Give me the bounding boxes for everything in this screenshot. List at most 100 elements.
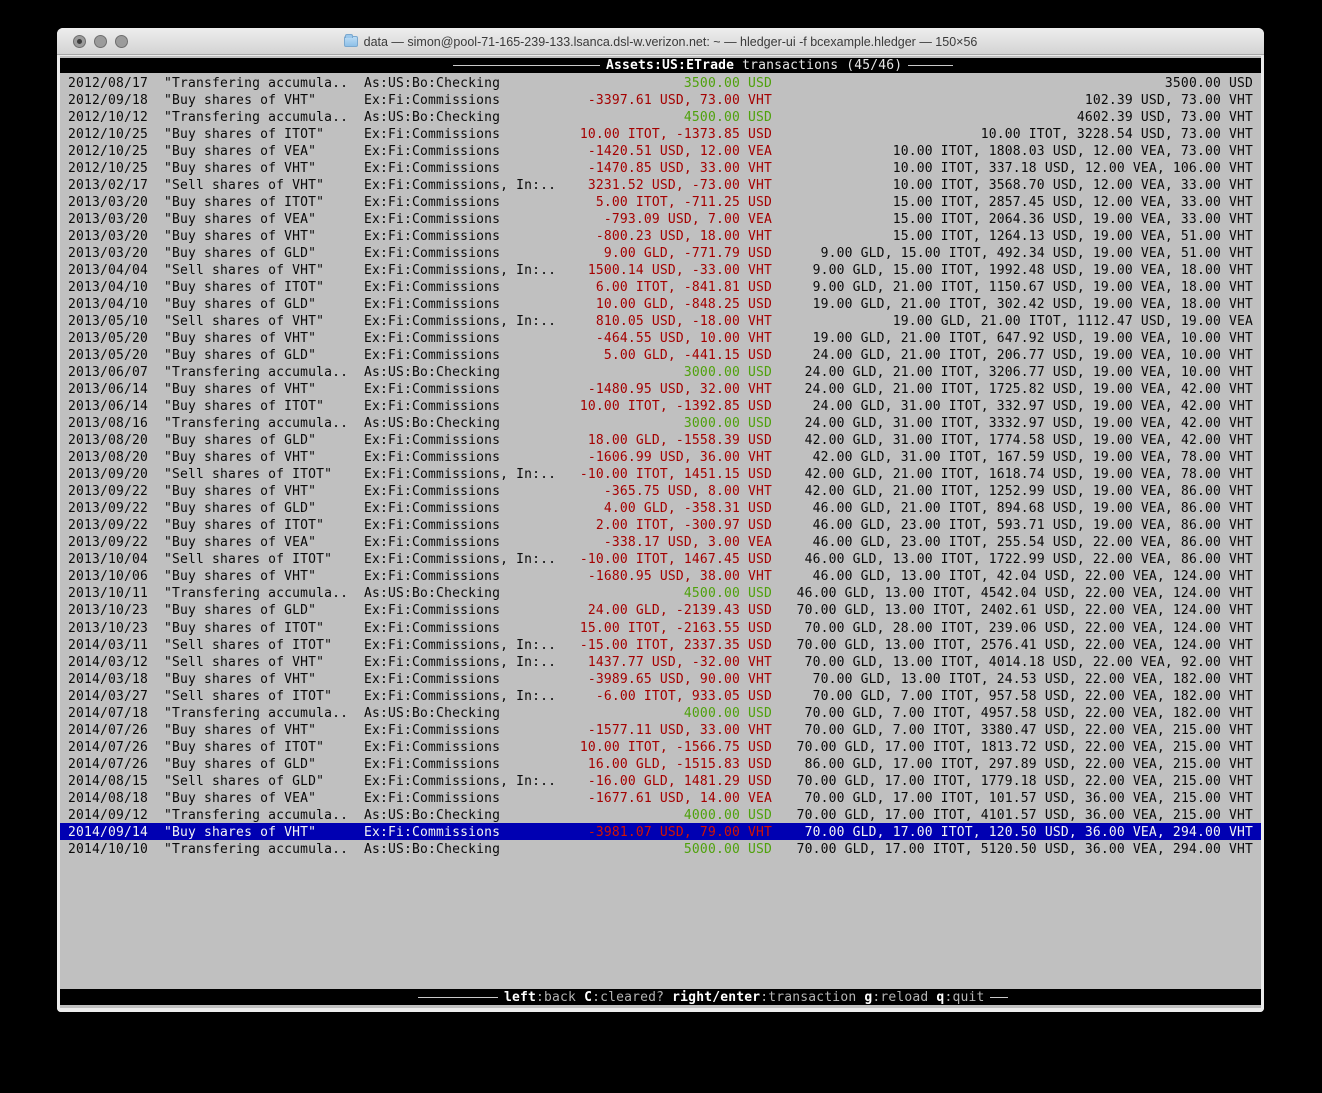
- transaction-row[interactable]: 2013/03/20 "Buy shares of VEA" Ex:Fi:Com…: [60, 210, 1261, 227]
- transaction-row[interactable]: 2013/03/20 "Buy shares of ITOT" Ex:Fi:Co…: [60, 193, 1261, 210]
- transaction-amount: 4000.00 USD: [683, 807, 772, 823]
- transaction-list: 2012/08/17 "Transfering accumula.. As:US…: [60, 74, 1261, 857]
- transaction-running-balance: 70.00 GLD, 17.00 ITOT, 1813.72 USD, 22.0…: [796, 739, 1253, 755]
- transaction-row[interactable]: 2013/10/04 "Sell shares of ITOT" Ex:Fi:C…: [60, 550, 1261, 567]
- transaction-row[interactable]: 2014/07/26 "Buy shares of VHT" Ex:Fi:Com…: [60, 721, 1261, 738]
- transaction-row[interactable]: 2013/09/22 "Buy shares of ITOT" Ex:Fi:Co…: [60, 516, 1261, 533]
- transaction-row[interactable]: 2014/07/26 "Buy shares of GLD" Ex:Fi:Com…: [60, 755, 1261, 772]
- transaction-row[interactable]: 2013/05/20 "Buy shares of GLD" Ex:Fi:Com…: [60, 346, 1261, 363]
- transaction-row[interactable]: 2012/10/12 "Transfering accumula.. As:US…: [60, 108, 1261, 125]
- transaction-description: "Buy shares of ITOT": [164, 739, 325, 755]
- transaction-other-account: As:US:Bo:Checking: [364, 76, 501, 91]
- transaction-row[interactable]: 2013/06/14 "Buy shares of ITOT" Ex:Fi:Co…: [60, 397, 1261, 414]
- transaction-date: 2014/07/26: [68, 756, 149, 772]
- transaction-running-balance: 46.00 GLD, 13.00 ITOT, 42.04 USD, 22.00 …: [812, 569, 1253, 585]
- transaction-row[interactable]: 2013/05/10 "Sell shares of VHT" Ex:Fi:Co…: [60, 312, 1261, 329]
- transaction-other-account: Ex:Fi:Commissions: [364, 161, 501, 177]
- transaction-row[interactable]: 2013/10/23 "Buy shares of ITOT" Ex:Fi:Co…: [60, 619, 1261, 636]
- transaction-amount: -365.75 USD, 8.00 VHT: [603, 484, 772, 500]
- terminal-screen[interactable]: Assets:US:ETrade transactions (45/46) 20…: [60, 56, 1261, 1008]
- transaction-row[interactable]: 2014/10/10 "Transfering accumula.. As:US…: [60, 840, 1261, 857]
- zoom-button[interactable]: [115, 35, 128, 48]
- transaction-description: "Transfering accumula..: [164, 416, 349, 432]
- transaction-row[interactable]: 2013/08/20 "Buy shares of GLD" Ex:Fi:Com…: [60, 431, 1261, 448]
- transaction-row[interactable]: 2013/08/16 "Transfering accumula.. As:US…: [60, 414, 1261, 431]
- transaction-row[interactable]: 2012/08/17 "Transfering accumula.. As:US…: [60, 74, 1261, 91]
- transaction-row[interactable]: 2013/09/22 "Buy shares of VEA" Ex:Fi:Com…: [60, 533, 1261, 550]
- transaction-row[interactable]: 2014/07/18 "Transfering accumula.. As:US…: [60, 704, 1261, 721]
- transaction-amount: 3231.52 USD, -73.00 VHT: [587, 178, 772, 194]
- transaction-row[interactable]: 2014/09/14 "Buy shares of VHT" Ex:Fi:Com…: [60, 822, 1261, 840]
- transaction-row[interactable]: 2014/09/12 "Transfering accumula.. As:US…: [60, 806, 1261, 823]
- transaction-description: "Buy shares of ITOT": [164, 127, 325, 143]
- transaction-amount: 10.00 GLD, -848.25 USD: [595, 297, 772, 313]
- transaction-row[interactable]: 2013/06/14 "Buy shares of VHT" Ex:Fi:Com…: [60, 380, 1261, 397]
- transaction-description: "Buy shares of VHT": [164, 229, 317, 245]
- minimize-button[interactable]: [94, 35, 107, 48]
- transaction-row[interactable]: 2014/03/12 "Sell shares of VHT" Ex:Fi:Co…: [60, 653, 1261, 670]
- transaction-row[interactable]: 2013/03/20 "Buy shares of VHT" Ex:Fi:Com…: [60, 227, 1261, 244]
- transaction-amount: -800.23 USD, 18.00 VHT: [595, 229, 772, 245]
- transaction-date: 2014/03/12: [68, 654, 149, 670]
- transaction-row[interactable]: 2012/10/25 "Buy shares of VEA" Ex:Fi:Com…: [60, 142, 1261, 159]
- transaction-other-account: Ex:Fi:Commissions, In:..: [364, 178, 557, 194]
- transaction-amount: 1500.14 USD, -33.00 VHT: [587, 263, 772, 279]
- transaction-other-account: Ex:Fi:Commissions: [364, 348, 501, 364]
- transaction-running-balance: 70.00 GLD, 13.00 ITOT, 2576.41 USD, 22.0…: [796, 637, 1253, 653]
- transaction-date: 2014/03/18: [68, 671, 149, 687]
- transaction-row[interactable]: 2013/09/22 "Buy shares of VHT" Ex:Fi:Com…: [60, 482, 1261, 499]
- transaction-amount: 5.00 ITOT, -711.25 USD: [595, 195, 772, 211]
- transaction-other-account: Ex:Fi:Commissions, In:..: [364, 688, 557, 704]
- transaction-date: 2013/05/20: [68, 331, 149, 347]
- transaction-amount: 4000.00 USD: [683, 705, 772, 721]
- transaction-row[interactable]: 2012/10/25 "Buy shares of VHT" Ex:Fi:Com…: [60, 159, 1261, 176]
- transaction-description: "Sell shares of ITOT": [164, 467, 333, 483]
- transaction-row[interactable]: 2014/08/18 "Buy shares of VEA" Ex:Fi:Com…: [60, 789, 1261, 806]
- transaction-row[interactable]: 2014/08/15 "Sell shares of GLD" Ex:Fi:Co…: [60, 772, 1261, 789]
- window-titlebar[interactable]: data — simon@pool-71-165-239-133.lsanca.…: [57, 28, 1264, 55]
- transaction-row[interactable]: 2013/03/20 "Buy shares of GLD" Ex:Fi:Com…: [60, 244, 1261, 261]
- transaction-row[interactable]: 2013/04/10 "Buy shares of GLD" Ex:Fi:Com…: [60, 295, 1261, 312]
- transaction-row[interactable]: 2014/03/11 "Sell shares of ITOT" Ex:Fi:C…: [60, 636, 1261, 653]
- close-button[interactable]: [73, 35, 86, 48]
- transaction-description: "Buy shares of VEA": [164, 535, 317, 551]
- transaction-running-balance: 70.00 GLD, 17.00 ITOT, 120.50 USD, 36.00…: [804, 824, 1253, 840]
- transaction-row[interactable]: 2013/04/04 "Sell shares of VHT" Ex:Fi:Co…: [60, 261, 1261, 278]
- transaction-running-balance: 19.00 GLD, 21.00 ITOT, 647.92 USD, 19.00…: [812, 331, 1253, 347]
- transaction-date: 2013/08/20: [68, 433, 149, 449]
- transaction-row[interactable]: 2013/10/11 "Transfering accumula.. As:US…: [60, 584, 1261, 601]
- transaction-other-account: As:US:Bo:Checking: [364, 586, 501, 602]
- transaction-date: 2013/06/14: [68, 399, 149, 415]
- transaction-row[interactable]: 2013/10/23 "Buy shares of GLD" Ex:Fi:Com…: [60, 601, 1261, 618]
- transaction-running-balance: 10.00 ITOT, 1808.03 USD, 12.00 VEA, 73.0…: [892, 144, 1253, 160]
- key-hint-key: right/enter: [672, 989, 761, 1005]
- transaction-description: "Buy shares of VEA": [164, 144, 317, 160]
- transaction-row[interactable]: 2013/10/06 "Buy shares of VHT" Ex:Fi:Com…: [60, 567, 1261, 584]
- key-hint-action: :quit: [944, 989, 985, 1005]
- transaction-running-balance: 9.00 GLD, 21.00 ITOT, 1150.67 USD, 19.00…: [812, 280, 1253, 296]
- terminal-window: data — simon@pool-71-165-239-133.lsanca.…: [57, 28, 1264, 1012]
- transaction-row[interactable]: 2013/08/20 "Buy shares of VHT" Ex:Fi:Com…: [60, 448, 1261, 465]
- transaction-running-balance: 70.00 GLD, 17.00 ITOT, 4101.57 USD, 36.0…: [796, 807, 1253, 823]
- transaction-other-account: Ex:Fi:Commissions, In:..: [364, 654, 557, 670]
- transaction-description: "Buy shares of GLD": [164, 246, 317, 262]
- transaction-row[interactable]: 2013/09/22 "Buy shares of GLD" Ex:Fi:Com…: [60, 499, 1261, 516]
- transaction-other-account: Ex:Fi:Commissions: [364, 535, 501, 551]
- transaction-row[interactable]: 2013/09/20 "Sell shares of ITOT" Ex:Fi:C…: [60, 465, 1261, 482]
- transaction-row[interactable]: 2013/02/17 "Sell shares of VHT" Ex:Fi:Co…: [60, 176, 1261, 193]
- transaction-row[interactable]: 2013/05/20 "Buy shares of VHT" Ex:Fi:Com…: [60, 329, 1261, 346]
- transaction-other-account: Ex:Fi:Commissions: [364, 246, 501, 262]
- transaction-row[interactable]: 2014/07/26 "Buy shares of ITOT" Ex:Fi:Co…: [60, 738, 1261, 755]
- transaction-row[interactable]: 2012/09/18 "Buy shares of VHT" Ex:Fi:Com…: [60, 91, 1261, 108]
- transaction-date: 2013/09/22: [68, 535, 149, 551]
- transaction-row[interactable]: 2013/04/10 "Buy shares of ITOT" Ex:Fi:Co…: [60, 278, 1261, 295]
- transaction-amount: -3989.65 USD, 90.00 VHT: [587, 671, 772, 687]
- transaction-row[interactable]: 2014/03/27 "Sell shares of ITOT" Ex:Fi:C…: [60, 687, 1261, 704]
- transaction-description: "Buy shares of GLD": [164, 501, 317, 517]
- view-header-bar: Assets:US:ETrade transactions (45/46): [60, 58, 1261, 73]
- transaction-other-account: Ex:Fi:Commissions: [364, 603, 501, 619]
- transaction-row[interactable]: 2012/10/25 "Buy shares of ITOT" Ex:Fi:Co…: [60, 125, 1261, 142]
- transaction-date: 2012/10/25: [68, 144, 149, 160]
- transaction-row[interactable]: 2013/06/07 "Transfering accumula.. As:US…: [60, 363, 1261, 380]
- transaction-row[interactable]: 2014/03/18 "Buy shares of VHT" Ex:Fi:Com…: [60, 670, 1261, 687]
